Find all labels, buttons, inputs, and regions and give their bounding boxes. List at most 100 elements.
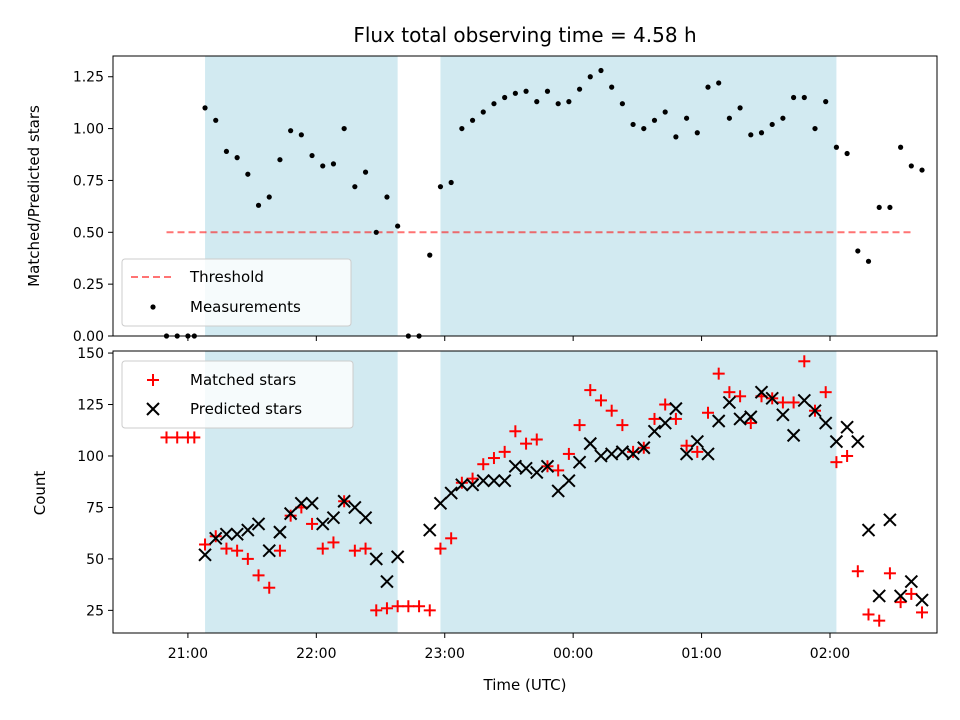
predicted-stars-points — [198, 385, 929, 607]
matched-star-point — [434, 542, 447, 555]
measurement-legend-swatch — [150, 304, 156, 310]
measurement-point — [223, 148, 230, 155]
matched-star-point — [370, 604, 383, 617]
predicted-star-point — [337, 494, 351, 508]
predicted-star-point — [390, 550, 405, 564]
predicted-star-point — [861, 523, 876, 537]
matched-star-point — [498, 445, 511, 458]
matched-star-point — [894, 596, 907, 609]
measurement-point — [769, 121, 775, 128]
predicted-star-point — [455, 478, 469, 492]
measurement-point — [502, 94, 508, 101]
matched-star-point — [712, 367, 725, 380]
matched-star-point — [188, 431, 201, 444]
measurement-point — [898, 144, 904, 150]
y-tick-label: 125 — [77, 398, 104, 414]
matched-star-point — [327, 536, 340, 549]
top-y-axis-label: Matched/Predicted stars — [25, 105, 43, 287]
matched-star-point — [819, 386, 832, 399]
predicted-star-point — [776, 408, 790, 422]
y-tick-label: 1.00 — [73, 122, 104, 138]
matched-star-point — [841, 449, 854, 462]
predicted-star-point — [326, 511, 341, 525]
predicted-star-point — [733, 412, 747, 426]
matched-star-point — [455, 476, 468, 489]
measurement-legend-label: Measurements — [190, 298, 301, 316]
matched-star-point — [316, 542, 329, 555]
predicted-star-point — [872, 589, 886, 603]
predicted-star-point — [690, 434, 704, 449]
measurement-point — [598, 67, 604, 74]
predicted-star-point — [893, 589, 908, 603]
measurement-point — [266, 194, 272, 200]
measurement-point — [566, 99, 572, 105]
bottom-plot-frame — [112, 350, 938, 634]
measurement-point — [791, 94, 797, 101]
matched-star-point — [423, 604, 436, 617]
matched-star-point — [627, 445, 640, 458]
y-tick-label: 1.25 — [73, 70, 104, 86]
measurement-point — [512, 90, 518, 96]
predicted-star-point — [754, 385, 769, 399]
predicted-legend-label: Predicted stars — [190, 400, 302, 418]
predicted-star-point — [808, 403, 822, 418]
predicted-star-point — [583, 436, 597, 451]
matched-star-point — [669, 412, 682, 425]
predicted-star-point — [797, 393, 812, 408]
measurement-point — [373, 229, 379, 235]
measurement-point — [255, 202, 262, 208]
predicted-star-point — [369, 552, 383, 566]
matched-star-point — [680, 439, 693, 452]
y-tick-label: 150 — [77, 346, 104, 362]
predicted-star-point — [701, 447, 715, 461]
top-plot-frame — [112, 55, 938, 337]
matched-star-point — [220, 542, 233, 555]
predicted-star-point — [487, 473, 501, 488]
matched-star-point — [573, 419, 586, 432]
measurement-point — [309, 152, 315, 159]
measurement-point — [887, 204, 893, 211]
matched-star-point — [648, 412, 661, 425]
predicted-star-point — [637, 441, 651, 455]
predicted-star-point — [829, 434, 844, 449]
measurement-point — [865, 258, 872, 264]
measurement-point — [427, 252, 433, 258]
x-tick-label: 01:00 — [681, 646, 721, 662]
measurement-point — [705, 84, 711, 90]
predicted-star-point — [230, 527, 244, 541]
measurement-point — [694, 130, 700, 136]
predicted-star-point — [647, 424, 662, 438]
measurement-point — [576, 86, 583, 92]
bottom-legend-box — [121, 360, 354, 429]
measurement-point — [277, 157, 283, 163]
predicted-star-point — [818, 416, 833, 430]
predicted-star-point — [604, 447, 619, 461]
matched-star-point — [263, 581, 276, 594]
measurement-point — [758, 130, 765, 136]
predicted-star-point — [669, 401, 683, 416]
top-x-axis-ticks — [187, 336, 831, 341]
matched-star-point — [830, 456, 843, 469]
measurement-point — [341, 125, 347, 132]
measurement-point — [919, 167, 925, 173]
count-panel: 25 50 75 100 125 150 21:00 22:00 23:00 00:00 01:0… — [31, 346, 938, 694]
bottom-y-axis-label: Count — [31, 471, 49, 516]
matched-star-point — [594, 394, 607, 407]
predicted-star-point — [615, 445, 630, 459]
matched-legend-swatch — [147, 374, 159, 386]
predicted-star-point — [348, 500, 362, 515]
measurement-point — [683, 115, 690, 121]
matched-star-point — [284, 509, 297, 522]
measurement-point — [544, 88, 551, 94]
measurement-point — [823, 99, 829, 105]
matched-star-point — [413, 600, 426, 613]
matched-star-point — [744, 417, 757, 430]
y-tick-label: 0.00 — [73, 329, 104, 345]
measurement-point — [641, 125, 647, 132]
measurement-point — [288, 128, 294, 134]
measurement-point — [737, 105, 743, 111]
predicted-star-point — [904, 574, 919, 589]
matched-star-point — [776, 396, 789, 409]
predicted-star-point — [915, 593, 929, 607]
matched-star-point — [701, 406, 714, 419]
